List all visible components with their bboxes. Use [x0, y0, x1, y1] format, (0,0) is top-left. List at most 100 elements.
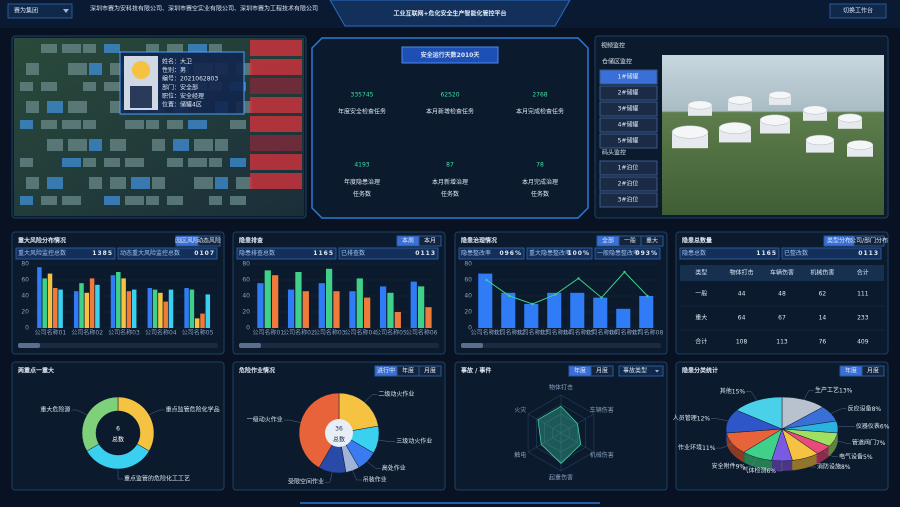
video-item-label[interactable]: 1#储罐 [618, 73, 639, 81]
tab-label[interactable]: 园区风险 [175, 237, 199, 245]
center-value: 36 [335, 426, 343, 433]
y-tick-label: 0 [468, 325, 472, 332]
video-item[interactable] [599, 133, 658, 149]
tab-label[interactable]: 年度 [574, 367, 586, 375]
video-item[interactable] [599, 160, 658, 176]
video-item-label[interactable]: 2#泊位 [618, 180, 639, 188]
alarm-card [250, 40, 302, 56]
map-building [20, 196, 33, 205]
bar [53, 288, 58, 328]
stat-box [458, 247, 525, 260]
video-item[interactable] [599, 176, 658, 192]
tab-label[interactable]: 动态风险 [197, 237, 221, 245]
group-select[interactable] [7, 3, 73, 19]
map-building [26, 101, 39, 113]
video-item[interactable] [599, 117, 658, 133]
radar-spoke [527, 432, 562, 453]
scroll-thumb[interactable] [18, 343, 40, 348]
map-building [89, 63, 102, 75]
tab-label[interactable]: 本月 [424, 237, 436, 245]
tab-label[interactable]: 年度 [845, 367, 857, 375]
map-building [62, 120, 81, 129]
map-building [47, 101, 63, 113]
video-item-label[interactable]: 4#储罐 [618, 121, 639, 129]
slice-label: 仪器仪表6% [856, 422, 890, 430]
tab-label[interactable]: 本周 [402, 237, 414, 245]
tab[interactable] [590, 365, 614, 377]
tab[interactable] [640, 235, 664, 247]
kpi-value: 4193 [354, 162, 369, 169]
tab-label[interactable]: 月度 [424, 367, 436, 375]
bar [89, 278, 95, 328]
bar [257, 283, 264, 328]
video-item-label[interactable]: 3#泊位 [618, 196, 639, 204]
tab-label[interactable]: 全部 [602, 237, 614, 245]
tab[interactable] [853, 235, 885, 247]
tab[interactable] [197, 235, 221, 247]
leader-line [711, 418, 728, 422]
tab-label[interactable]: 类型分布 [827, 237, 851, 245]
stat-value: 0113 [415, 250, 436, 257]
bar [152, 289, 158, 328]
video-item[interactable] [599, 192, 658, 208]
map-building [62, 158, 81, 167]
company-list: 深圳市赛为安科技有限公司、深圳市赛空实业有限公司、深圳市赛为工程技术有限公司 [90, 5, 318, 13]
map-building [41, 82, 57, 91]
panel-title: 两重点一重大 [18, 367, 54, 375]
tab-label[interactable]: 一般 [624, 237, 636, 245]
slice-value: 8% [841, 464, 851, 471]
tab-label[interactable]: 月度 [867, 367, 879, 375]
person-field: 性别：男 [162, 66, 186, 74]
type-select-label[interactable]: 事故类型 [623, 367, 647, 375]
map-building [146, 120, 159, 129]
switch-button[interactable] [829, 3, 887, 19]
stat-box [338, 247, 439, 260]
tab-label[interactable]: 年度 [402, 367, 414, 375]
stat-label: 已整改数 [784, 249, 808, 257]
scroll-thumb[interactable] [239, 343, 261, 348]
map-building [20, 120, 33, 129]
scroll-thumb[interactable] [461, 343, 483, 348]
slice-label: 吊装作业 [363, 475, 387, 483]
tank-body [838, 118, 862, 129]
bar [501, 292, 516, 328]
video-item-label[interactable]: 2#储罐 [618, 89, 639, 97]
bar [205, 294, 211, 328]
tab[interactable] [418, 235, 442, 247]
bar [639, 296, 654, 328]
tab[interactable] [861, 365, 885, 377]
stat-value: 1385 [92, 250, 113, 257]
video-item-label[interactable]: 3#储罐 [618, 105, 639, 113]
dropdown-arrow [63, 9, 69, 13]
x-tick-label: 公司名称02 [494, 329, 526, 337]
tab-label[interactable]: 公司/部门分布 [850, 237, 888, 245]
pie-hub [325, 419, 353, 447]
video-item-label[interactable]: 1#泊位 [618, 164, 639, 172]
stat-label: 隐患总数 [682, 249, 706, 257]
x-tick-label: 公司名称01 [253, 329, 285, 337]
video-item[interactable] [599, 85, 658, 101]
x-tick-label: 公司名称04 [145, 329, 177, 337]
tab-label[interactable]: 月度 [596, 367, 608, 375]
map-building [194, 177, 213, 189]
bar [264, 270, 271, 328]
alarm-card [250, 116, 302, 132]
tank-top [759, 114, 791, 126]
video-item[interactable] [599, 69, 658, 85]
tab[interactable] [418, 365, 442, 377]
slice-label: 三级动火作业 [396, 437, 432, 445]
kpi-label: 本月完成检查任务 [516, 108, 564, 116]
map-building [215, 139, 228, 151]
panel-title: 隐患分类统计 [682, 367, 718, 375]
video-item-label[interactable]: 5#储罐 [618, 137, 639, 145]
video-item[interactable] [599, 101, 658, 117]
map-building [110, 139, 126, 151]
center-value: 6 [116, 426, 120, 433]
tab-label[interactable]: 重大 [646, 237, 658, 245]
table-cell: 111 [857, 291, 869, 298]
y-tick-label: 40 [242, 293, 250, 300]
type-select[interactable] [618, 365, 664, 377]
tab-label[interactable]: 进行中 [377, 367, 395, 375]
switch-label[interactable]: 切换工作台 [843, 7, 873, 15]
bar [356, 278, 363, 328]
